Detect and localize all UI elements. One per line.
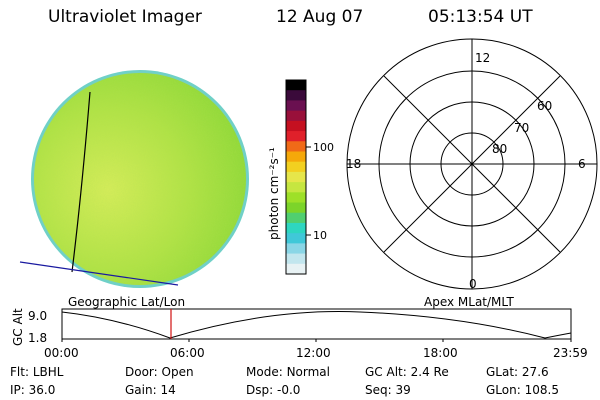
colorbar-frame bbox=[285, 79, 307, 275]
colorbar-segment bbox=[286, 182, 306, 193]
earth-texture bbox=[33, 72, 247, 286]
colorbar-segments bbox=[286, 80, 306, 275]
longitude-line bbox=[71, 91, 91, 273]
status-dsp: Dsp: -0.0 bbox=[246, 383, 301, 397]
mlt-label-12: 12 bbox=[475, 51, 490, 65]
status-door: Door: Open bbox=[125, 365, 194, 379]
mlat-label-60: 60 bbox=[537, 99, 552, 113]
colorbar-segment bbox=[286, 171, 306, 183]
mlat-label-70: 70 bbox=[514, 121, 529, 135]
x-tick-label-0600: 06:00 bbox=[170, 346, 205, 360]
y-tick-label-low: 1.8 bbox=[28, 331, 47, 345]
geographic-caption: Geographic Lat/Lon bbox=[68, 295, 185, 309]
latitude-line bbox=[19, 261, 179, 286]
colorbar-segment bbox=[286, 141, 306, 153]
colorbar-segment bbox=[286, 90, 306, 102]
status-filter: Flt: LBHL bbox=[10, 365, 64, 379]
colorbar: 100 10 photon cm⁻²s⁻¹ bbox=[267, 79, 334, 275]
status-glon: GLon: 108.5 bbox=[486, 383, 559, 397]
colorbar-segment bbox=[286, 120, 306, 132]
colorbar-segment bbox=[286, 253, 306, 265]
mlt-label-0: 0 bbox=[469, 277, 477, 291]
status-gc-alt: GC Alt: 2.4 Re bbox=[365, 365, 449, 379]
colorbar-unit: photon cm⁻²s⁻¹ bbox=[267, 147, 281, 240]
x-tick-label-0000: 00:00 bbox=[44, 346, 79, 360]
x-tick-label-2359: 23:59 bbox=[553, 346, 588, 360]
mlt-label-18: 18 bbox=[346, 157, 361, 171]
x-tick-label-1800: 18:00 bbox=[423, 346, 458, 360]
mlat-label-80: 80 bbox=[492, 142, 507, 156]
instrument-title: Ultraviolet Imager bbox=[48, 7, 202, 27]
altitude-curve bbox=[61, 311, 572, 339]
colorbar-segment bbox=[286, 233, 306, 244]
altitude-axis-label: GC Alt bbox=[11, 308, 25, 346]
colorbar-segment bbox=[286, 80, 306, 91]
status-seq: Seq: 39 bbox=[365, 383, 411, 397]
status-ip: IP: 36.0 bbox=[10, 383, 56, 397]
colorbar-label-10: 10 bbox=[313, 229, 327, 242]
colorbar-segment bbox=[286, 110, 306, 122]
apex-caption: Apex MLat/MLT bbox=[424, 295, 514, 309]
colorbar-segment bbox=[286, 263, 306, 275]
colorbar-segment bbox=[286, 151, 306, 163]
colorbar-label-100: 100 bbox=[313, 141, 334, 154]
mlt-label-6: 6 bbox=[578, 157, 586, 171]
colorbar-segment bbox=[286, 161, 306, 173]
polar-grid bbox=[346, 38, 598, 290]
status-glat: GLat: 27.6 bbox=[486, 365, 549, 379]
colorbar-segment bbox=[286, 131, 306, 142]
altitude-plot: GC Alt 9.0 1.8 00:00 06:00 12:00 18:00 2… bbox=[11, 308, 588, 360]
y-tick-label-high: 9.0 bbox=[28, 309, 47, 323]
colorbar-segment bbox=[286, 202, 306, 214]
colorbar-segment bbox=[286, 222, 306, 234]
colorbar-segment bbox=[286, 100, 306, 112]
colorbar-segment bbox=[286, 243, 306, 255]
observation-time: 05:13:54 UT bbox=[428, 7, 533, 27]
altitude-plot-frame bbox=[61, 308, 572, 340]
status-mode: Mode: Normal bbox=[246, 365, 330, 379]
mlt-line-diag-2 bbox=[383, 75, 561, 253]
polar-labels: 12 18 6 0 60 70 80 bbox=[346, 51, 586, 291]
uv-earth-image bbox=[19, 70, 249, 288]
x-tick-label-1200: 12:00 bbox=[296, 346, 331, 360]
colorbar-segment bbox=[286, 212, 306, 224]
colorbar-segment bbox=[286, 192, 306, 204]
status-gain: Gain: 14 bbox=[125, 383, 176, 397]
observation-date: 12 Aug 07 bbox=[276, 7, 364, 27]
